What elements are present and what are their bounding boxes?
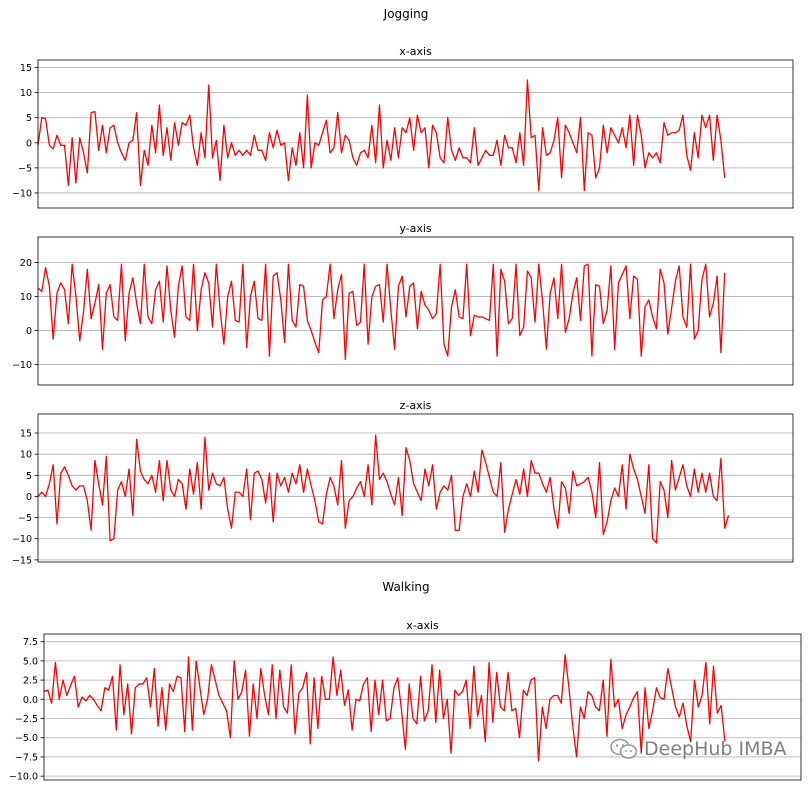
subplot-title: y-axis xyxy=(399,222,432,235)
watermark: DeepHub IMBA xyxy=(610,738,787,760)
series-line xyxy=(37,434,730,544)
y-tick-label: 10 xyxy=(20,88,32,99)
subplot-title: z-axis xyxy=(400,399,432,412)
series-line xyxy=(43,654,726,762)
y-tick-label: −2.5 xyxy=(15,714,38,725)
chart-svg: y-axis −10 0 10 20 xyxy=(12,222,794,386)
y-tick-label: −10 xyxy=(12,534,32,545)
y-tick-label: −5.0 xyxy=(15,733,38,744)
y-tick-label: 15 xyxy=(20,429,32,440)
y-tick-label: 5.0 xyxy=(23,656,38,667)
y-tick-label: 5 xyxy=(26,471,32,482)
chart-svg: z-axis −15 −10 −5 0 5 10 15 xyxy=(12,399,794,566)
plot-frame xyxy=(37,413,794,563)
y-tick-label: −5 xyxy=(18,163,32,174)
y-tick-label: −10.0 xyxy=(9,772,38,783)
series-line xyxy=(37,263,726,361)
y-tick-label: 0 xyxy=(26,326,32,337)
figure-title-jogging: Jogging xyxy=(383,7,429,21)
y-tick-label: 10 xyxy=(20,450,32,461)
y-tick-label: 2.5 xyxy=(23,676,38,687)
y-tick-label: −10 xyxy=(12,360,32,371)
y-tick-label: 0.0 xyxy=(23,695,38,706)
y-tick-label: −7.5 xyxy=(15,752,38,763)
y-tick-label: −15 xyxy=(12,555,32,566)
plot-frame xyxy=(43,633,802,781)
y-tick-label: 20 xyxy=(20,258,32,269)
y-tick-label: 7.5 xyxy=(23,637,38,648)
y-tick-label: 5 xyxy=(26,113,32,124)
figure-title-walking: Walking xyxy=(382,580,430,594)
chart-jogging-z: z-axis −15 −10 −5 0 5 10 15 xyxy=(0,394,812,566)
chart-svg: x-axis −10.0 −7.5 −5.0 −2.5 0.0 2.5 5.0 7.5 xyxy=(9,619,802,783)
subplot-title: x-axis xyxy=(406,619,439,632)
y-tick-label: 0 xyxy=(26,492,32,503)
subplot-title: x-axis xyxy=(399,45,432,58)
y-tick-label: 15 xyxy=(20,63,32,74)
wechat-icon xyxy=(610,738,638,759)
plot-frame xyxy=(37,59,794,209)
y-tick-label: −10 xyxy=(12,188,32,199)
y-tick-label: 10 xyxy=(20,292,32,303)
watermark-text: DeepHub IMBA xyxy=(644,738,787,760)
series-line xyxy=(37,79,726,192)
plot-frame xyxy=(37,236,794,386)
y-tick-label: 0 xyxy=(26,138,32,149)
chart-svg: x-axis −10 −5 0 5 10 15 xyxy=(12,45,794,209)
chart-jogging-x: x-axis −10 −5 0 5 10 15 xyxy=(0,40,812,212)
y-tick-label: −5 xyxy=(18,513,32,524)
chart-walking-x: x-axis −10.0 −7.5 −5.0 −2.5 0.0 2.5 5.0 7.5 xyxy=(0,614,812,786)
chart-jogging-y: y-axis −10 0 10 20 xyxy=(0,217,812,389)
